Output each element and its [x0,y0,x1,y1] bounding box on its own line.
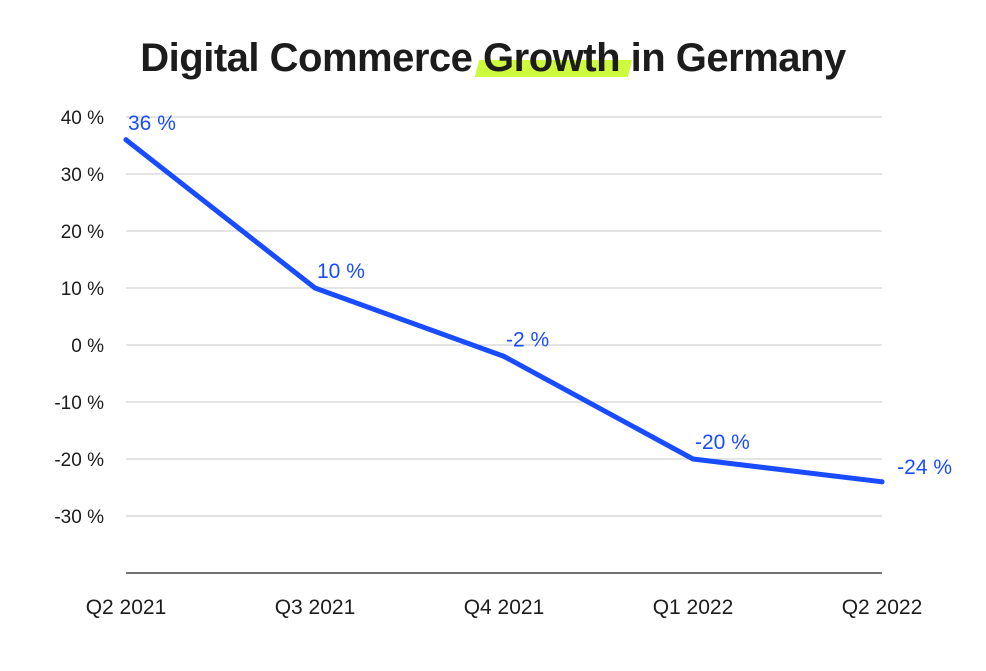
data-label-4: -24 % [897,456,952,479]
data-label-3: -20 % [695,431,750,454]
data-label-2: -2 % [506,328,549,351]
x-tick-label-0: Q2 2021 [86,596,167,619]
data-point-1 [312,285,318,291]
x-tick-label-2: Q4 2021 [464,596,545,619]
y-tick-label-2: 20 % [61,222,104,243]
series-line-growth [123,137,885,485]
data-point-2 [501,353,507,359]
y-tick-label-7: -30 % [54,507,104,528]
x-tick-label-3: Q1 2022 [653,596,734,619]
y-tick-label-6: -20 % [54,450,104,471]
title-part-3: in Germany [620,36,847,80]
y-tick-label-0: 40 % [61,108,104,129]
x-tick-label-4: Q2 2022 [842,596,923,619]
y-tick-label-3: 10 % [61,279,104,300]
chart-title: Digital Commerce Growth in Germany [0,36,986,81]
y-tick-label-1: 30 % [61,165,104,186]
title-highlight-word: Growth [483,36,620,80]
data-point-4 [879,479,885,485]
y-tick-label-5: -10 % [54,393,104,414]
y-tick-label-4: 0 % [71,336,104,357]
x-tick-label-1: Q3 2021 [275,596,356,619]
title-part-1: Digital Commerce [140,36,484,80]
data-point-0 [123,137,129,143]
data-label-0: 36 % [128,112,176,135]
data-label-1: 10 % [317,260,365,283]
data-point-3 [690,456,696,462]
